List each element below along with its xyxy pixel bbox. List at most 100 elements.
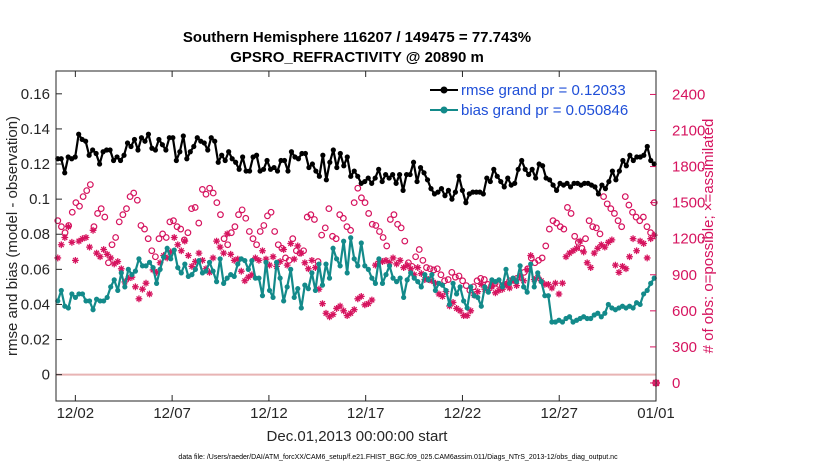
assimilated-obs-point bbox=[492, 289, 499, 297]
possible-obs-point bbox=[423, 264, 430, 271]
possible-obs-point bbox=[394, 220, 401, 228]
assimilated-obs-point bbox=[248, 271, 256, 279]
rmse-point bbox=[369, 180, 375, 186]
assimilated-obs-point bbox=[174, 241, 182, 249]
assimilated-obs-point bbox=[460, 312, 468, 320]
rmse-point bbox=[159, 142, 165, 148]
assimilated-obs-point bbox=[357, 293, 365, 300]
possible-obs-point bbox=[582, 235, 589, 243]
assimilated-obs-point bbox=[135, 295, 143, 303]
x-tick-label: 12/02 bbox=[57, 405, 95, 422]
right-tick-label: 1200 bbox=[672, 231, 705, 248]
rmse-point bbox=[550, 182, 556, 188]
rmse-point bbox=[260, 166, 267, 172]
bias-point bbox=[503, 266, 509, 272]
rmse-point bbox=[177, 149, 183, 155]
x-tick-label: 12/07 bbox=[153, 405, 191, 422]
possible-obs-point bbox=[564, 204, 571, 211]
possible-obs-point bbox=[195, 219, 203, 227]
assimilated-obs-point bbox=[421, 276, 429, 283]
bias-point bbox=[189, 272, 195, 278]
possible-obs-point bbox=[217, 211, 224, 219]
bias-point bbox=[630, 305, 636, 311]
assimilated-obs-point bbox=[315, 285, 323, 293]
possible-obs-point bbox=[202, 190, 210, 198]
bias-point bbox=[305, 286, 311, 292]
bias-point bbox=[521, 284, 527, 290]
bias-point bbox=[411, 275, 417, 281]
bias-point bbox=[326, 275, 333, 281]
possible-obs-point bbox=[339, 214, 347, 222]
rmse-point bbox=[609, 168, 615, 174]
bias-point bbox=[439, 282, 446, 288]
assimilated-obs-point bbox=[566, 249, 573, 257]
assimilated-obs-point bbox=[146, 290, 153, 298]
bias-point bbox=[641, 291, 647, 297]
assimilated-obs-point bbox=[103, 250, 111, 258]
possible-obs-point bbox=[86, 181, 94, 189]
assimilated-obs-point bbox=[403, 261, 411, 269]
possible-obs-point bbox=[401, 237, 409, 245]
possible-obs-point bbox=[542, 242, 550, 250]
rmse-point bbox=[76, 131, 82, 137]
assimilated-obs-point bbox=[417, 270, 425, 277]
possible-obs-point bbox=[58, 223, 65, 231]
rmse-point bbox=[529, 166, 535, 172]
rmse-point bbox=[170, 135, 176, 141]
rmse-point bbox=[599, 182, 605, 188]
rmse-point bbox=[355, 173, 361, 179]
assimilated-obs-point bbox=[541, 280, 549, 288]
bias-point bbox=[418, 284, 424, 290]
assimilated-obs-point bbox=[110, 260, 118, 268]
bias-point bbox=[319, 282, 326, 288]
rmse-point bbox=[219, 152, 225, 158]
bias-point bbox=[182, 261, 188, 267]
left-tick-label: 0.1 bbox=[29, 191, 50, 208]
possible-obs-point bbox=[112, 234, 120, 241]
rmse-point bbox=[397, 171, 403, 178]
legend-box bbox=[428, 78, 648, 120]
possible-obs-point bbox=[621, 193, 629, 201]
possible-obs-point bbox=[253, 241, 261, 249]
assimilated-obs-point bbox=[340, 307, 348, 315]
bias-point bbox=[351, 256, 357, 262]
right-tick-label: 0 bbox=[672, 375, 680, 392]
rmse-point bbox=[240, 154, 246, 160]
bias-point bbox=[432, 287, 439, 294]
possible-obs-point bbox=[191, 204, 199, 211]
rmse-point bbox=[362, 178, 368, 185]
possible-obs-point bbox=[412, 253, 420, 261]
legend-bias-marker bbox=[440, 106, 448, 114]
possible-obs-point bbox=[372, 222, 380, 229]
possible-obs-point bbox=[68, 208, 76, 216]
data-file-footnote: data file: /Users/raeder/DAI/ATM_forcXX/… bbox=[178, 454, 618, 461]
rmse-point bbox=[424, 177, 431, 183]
chart-subtitle: GPSRO_REFRACTIVITY @ 20890 m bbox=[230, 49, 484, 66]
rmse-point bbox=[288, 149, 295, 155]
possible-obs-point bbox=[600, 193, 607, 201]
assimilated-obs-point bbox=[597, 241, 605, 249]
right-tick-label: 600 bbox=[672, 303, 697, 320]
possible-obs-point bbox=[162, 234, 170, 241]
possible-obs-point bbox=[480, 276, 488, 283]
bias-point bbox=[69, 291, 75, 297]
assimilated-obs-point bbox=[643, 254, 651, 262]
rmse-point bbox=[400, 187, 406, 193]
rmse-point bbox=[274, 168, 281, 174]
possible-obs-point bbox=[224, 241, 232, 249]
assimilated-obs-point bbox=[523, 266, 531, 274]
bias-point bbox=[178, 270, 184, 276]
rmse-point bbox=[456, 173, 462, 179]
bias-point bbox=[386, 263, 393, 269]
possible-obs-point bbox=[148, 247, 156, 255]
rmse-point bbox=[142, 138, 148, 144]
assimilated-obs-point bbox=[100, 246, 108, 253]
rmse-point bbox=[184, 156, 190, 162]
bias-point bbox=[316, 261, 322, 267]
right-tick-label: 1800 bbox=[672, 159, 705, 176]
possible-obs-point bbox=[444, 276, 452, 283]
assimilated-obs-point bbox=[269, 253, 277, 261]
bias-point bbox=[485, 289, 491, 295]
bias-point bbox=[475, 294, 481, 301]
left-axis-label: rmse and bias (model - observation) bbox=[4, 116, 21, 356]
